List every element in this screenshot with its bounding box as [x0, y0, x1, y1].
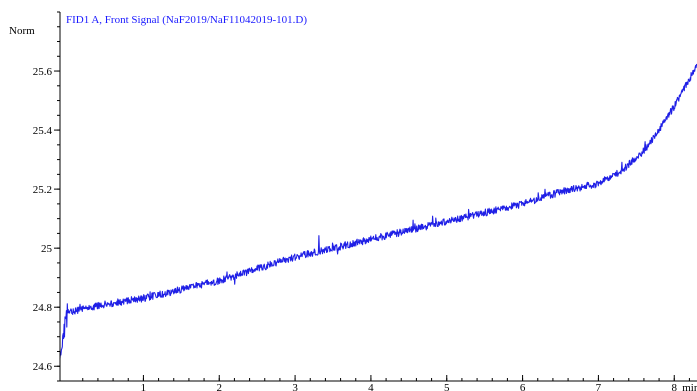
x-tick-label: 3 — [292, 382, 298, 391]
y-tick-label: 25 — [41, 243, 53, 255]
y-axis-label: Norm — [9, 25, 35, 37]
x-ticks: 1 2 3 4 5 6 7 8 min — [82, 375, 697, 391]
y-tick-label: 25.4 — [33, 125, 53, 137]
y-ticks: 24.6 24.8 25 25.2 25.4 25.6 — [33, 11, 60, 382]
axis-layer — [59, 12, 697, 382]
x-tick-label: 2 — [217, 382, 223, 391]
y-tick-label: 25.6 — [33, 66, 53, 78]
series-layer — [59, 63, 697, 359]
y-tick-label: 24.8 — [33, 302, 53, 314]
y-tick-label: 24.6 — [33, 361, 53, 373]
x-tick-label: 7 — [596, 382, 602, 391]
chart-title: FID1 A, Front Signal (NaF2019/NaF1104201… — [66, 14, 307, 26]
x-tick-label: 1 — [141, 382, 147, 391]
x-tick-label: 8 — [672, 382, 678, 391]
x-tick-label: 6 — [520, 382, 526, 391]
y-tick-label: 25.2 — [33, 184, 52, 196]
x-tick-label: 4 — [368, 382, 374, 391]
series-line — [59, 63, 697, 359]
x-tick-label: 5 — [444, 382, 450, 391]
x-axis-unit-label: min — [682, 382, 697, 391]
